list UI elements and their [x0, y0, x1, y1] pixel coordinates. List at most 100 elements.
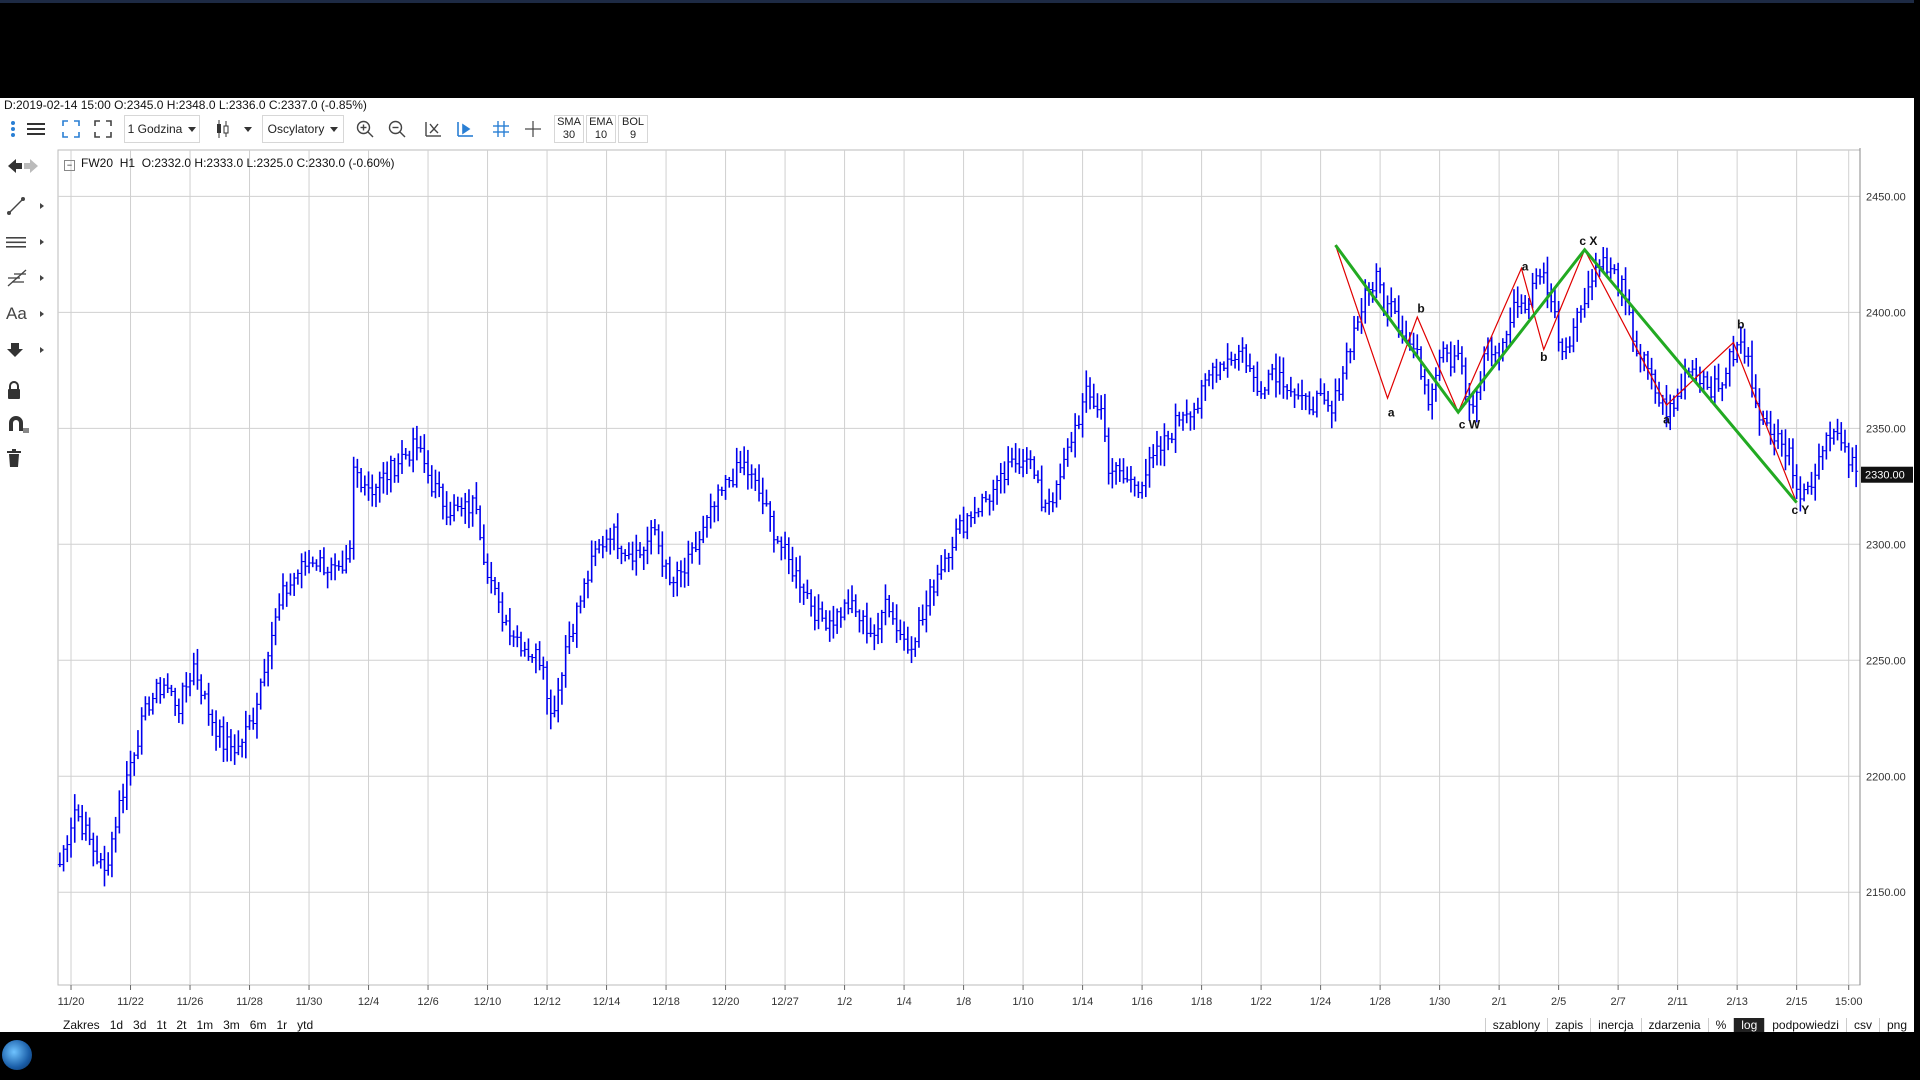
indicator-name: BOL	[621, 116, 644, 128]
range-1m[interactable]: 1m	[196, 1018, 214, 1032]
candle	[1199, 379, 1204, 419]
option-log[interactable]: log	[1733, 1018, 1765, 1032]
candlestick-type-icon[interactable]	[212, 115, 234, 143]
option-inertia[interactable]: inercja	[1590, 1018, 1640, 1032]
candle	[1794, 464, 1799, 499]
candle	[295, 569, 300, 585]
candle	[604, 529, 609, 552]
option-events[interactable]: zdarzenia	[1640, 1018, 1708, 1032]
x-tick-label: 12/10	[474, 996, 502, 1008]
range-3m[interactable]: 3m	[223, 1018, 240, 1032]
fit-range-icon[interactable]	[420, 115, 446, 143]
chevron-down-icon	[188, 126, 197, 132]
more-vertical-icon[interactable]	[6, 115, 20, 143]
indicator-value: 9	[629, 129, 637, 141]
range-2t[interactable]: 2t	[176, 1018, 187, 1032]
candle	[600, 535, 605, 559]
lock-icon[interactable]	[6, 376, 42, 404]
crosshair-icon[interactable]	[520, 115, 546, 143]
trash-icon[interactable]	[6, 444, 42, 472]
candle	[1303, 393, 1308, 411]
candle	[902, 621, 907, 651]
cursor-mode-icon[interactable]	[452, 115, 478, 143]
start-orb-icon[interactable]	[2, 1040, 32, 1070]
candle	[221, 716, 226, 763]
range-ytd[interactable]: ytd	[297, 1018, 314, 1032]
candle	[1088, 377, 1093, 410]
back-arrow-icon[interactable]	[6, 152, 42, 180]
candle	[920, 604, 925, 626]
text-tool-button[interactable]: Aa	[6, 300, 44, 328]
chart-interval: H1	[119, 156, 136, 170]
fibonacci-tool-icon[interactable]	[6, 264, 44, 292]
wave-label: b	[1417, 301, 1424, 315]
candle	[630, 541, 635, 571]
candle	[310, 556, 315, 568]
wave-label: c Y	[1791, 503, 1809, 517]
candle	[266, 651, 271, 687]
option-png[interactable]: png	[1878, 1018, 1914, 1032]
candle	[857, 609, 862, 633]
indicator-bol[interactable]: BOL 9	[618, 115, 648, 143]
candle	[998, 462, 1003, 494]
candle	[1329, 400, 1334, 429]
candle	[1147, 446, 1152, 488]
candle	[1218, 361, 1223, 381]
collapse-icon[interactable]: −	[64, 160, 75, 171]
candle	[1452, 345, 1457, 373]
candle	[1742, 328, 1747, 364]
chart-type-dropdown[interactable]	[238, 115, 252, 143]
candle	[853, 594, 858, 617]
candle	[1842, 429, 1847, 453]
candle	[154, 678, 159, 704]
range-3d[interactable]: 3d	[133, 1018, 147, 1032]
candle	[1411, 332, 1416, 359]
option-csv[interactable]: csv	[1845, 1018, 1879, 1032]
zoom-in-icon[interactable]	[352, 115, 378, 143]
range-1r[interactable]: 1r	[276, 1018, 288, 1032]
candle	[87, 817, 92, 846]
candle	[552, 695, 557, 718]
option-templates[interactable]: szablony	[1484, 1018, 1547, 1032]
candle	[1809, 471, 1814, 495]
option-save[interactable]: zapis	[1547, 1018, 1590, 1032]
candle	[1712, 365, 1717, 405]
horizontal-lines-icon[interactable]	[6, 228, 44, 256]
candle	[571, 623, 576, 642]
indicator-ema[interactable]: EMA 10	[586, 115, 616, 143]
candle	[1820, 445, 1825, 470]
magnet-icon[interactable]	[6, 410, 42, 438]
range-1d[interactable]: 1d	[109, 1018, 124, 1032]
option-tooltips[interactable]: podpowiedzi	[1764, 1018, 1846, 1032]
range-6m[interactable]: 6m	[249, 1018, 267, 1032]
menu-icon[interactable]	[24, 115, 48, 143]
candle	[1247, 353, 1252, 373]
fullscreen-icon[interactable]	[90, 115, 116, 143]
oscillators-select[interactable]: Oscylatory	[262, 115, 344, 143]
candle	[946, 552, 951, 573]
candle	[1210, 362, 1215, 390]
candle	[1233, 353, 1238, 369]
candle	[1188, 411, 1193, 431]
grid-icon[interactable]	[488, 115, 514, 143]
candle	[1716, 363, 1721, 392]
candle	[916, 607, 921, 648]
x-tick-label: 1/18	[1191, 996, 1212, 1008]
expand-icon[interactable]	[58, 115, 84, 143]
zoom-out-icon[interactable]	[384, 115, 410, 143]
arrow-down-icon[interactable]	[6, 336, 44, 364]
candle	[165, 673, 170, 694]
x-tick-label: 11/30	[296, 996, 323, 1008]
line-tool-icon[interactable]	[6, 192, 44, 220]
range-1t[interactable]: 1t	[156, 1018, 167, 1032]
candle	[801, 583, 806, 605]
indicator-sma[interactable]: SMA 30	[554, 115, 584, 143]
candle	[1538, 268, 1543, 285]
candle	[1374, 263, 1379, 298]
candle	[649, 520, 654, 555]
option-percent[interactable]: %	[1707, 1018, 1734, 1032]
interval-select[interactable]: 1 Godzina	[124, 115, 200, 143]
candle	[1709, 376, 1714, 403]
